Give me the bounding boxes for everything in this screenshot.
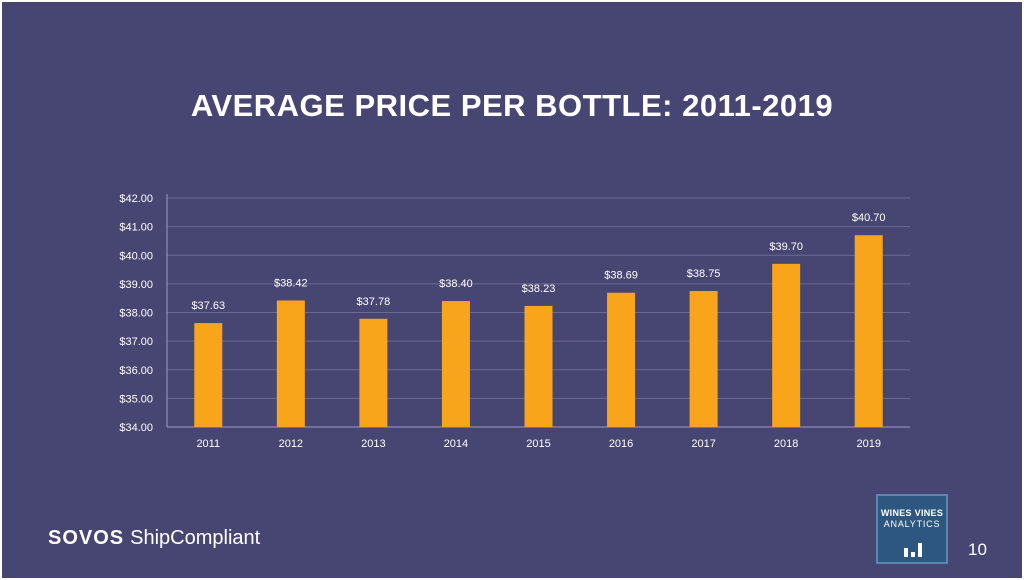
bar-chart-icon (904, 541, 924, 557)
x-tick-label: 2012 (279, 438, 303, 450)
data-label: $39.70 (769, 241, 803, 253)
data-label: $38.42 (274, 277, 308, 289)
brand-logo: SOVOS ShipCompliant (48, 527, 260, 550)
y-tick-label: $35.00 (119, 393, 153, 405)
y-tick-label: $40.00 (119, 250, 153, 262)
bar (524, 305, 553, 427)
y-tick-label: $36.00 (119, 365, 153, 377)
data-label: $37.78 (357, 296, 391, 308)
data-label: $38.40 (439, 278, 473, 290)
x-tick-label: 2014 (444, 438, 468, 450)
y-tick-label: $34.00 (119, 422, 153, 434)
y-tick-label: $39.00 (119, 279, 153, 291)
x-tick-label: 2013 (361, 438, 385, 450)
x-tick-label: 2019 (856, 438, 880, 450)
x-tick-label: 2015 (526, 438, 550, 450)
y-tick-label: $38.00 (119, 308, 153, 320)
data-label: $38.75 (687, 268, 721, 280)
x-tick-label: 2011 (196, 438, 220, 450)
bar (772, 263, 801, 427)
data-label: $38.23 (522, 283, 556, 295)
bar (359, 318, 388, 427)
x-tick-label: 2018 (774, 438, 798, 450)
page-title: AVERAGE PRICE PER BOTTLE: 2011-2019 (190, 88, 834, 123)
x-tick-label: 2017 (691, 438, 715, 450)
bar (194, 323, 223, 427)
bar (689, 291, 718, 427)
data-label: $40.70 (852, 212, 886, 224)
brand-sovos: SOVOS (48, 527, 125, 549)
wines-vines-analytics-logo: WINES VINES ANALYTICS (876, 494, 948, 564)
bar (607, 292, 636, 427)
y-tick-label: $42.00 (119, 193, 153, 205)
y-tick-label: $41.00 (119, 222, 153, 234)
data-label: $38.69 (604, 270, 638, 282)
y-tick-label: $37.00 (119, 336, 153, 348)
logo-line1: WINES VINES (880, 508, 944, 518)
bar (854, 235, 883, 427)
page-number: 10 (968, 540, 987, 559)
data-label: $37.63 (191, 300, 225, 312)
bar (276, 300, 305, 427)
brand-shipcompliant: ShipCompliant (130, 527, 261, 549)
bar (441, 301, 470, 427)
logo-line2: ANALYTICS (883, 519, 941, 529)
x-tick-label: 2016 (609, 438, 633, 450)
